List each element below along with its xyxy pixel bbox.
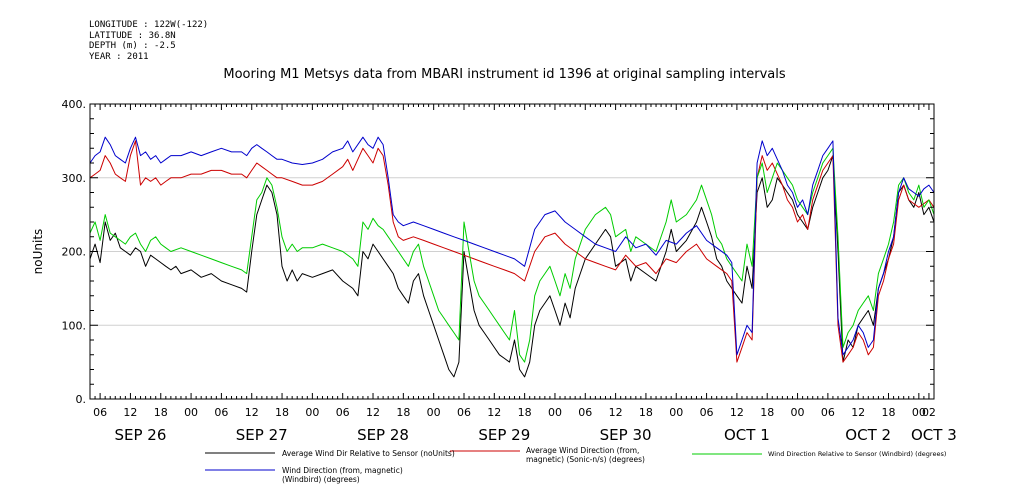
- chart-title: Mooring M1 Metsys data from MBARI instru…: [223, 67, 786, 82]
- y-tick-label: 100.: [62, 319, 87, 332]
- x-tick-label: 00: [912, 406, 926, 419]
- x-tick-label: 06: [457, 406, 471, 419]
- chart-ticks: 06 12 18 00 06 12 18 00 06 12 18 00 06 12 18 00 06 12 18 00…: [31, 98, 957, 444]
- x-tick-label: 06: [821, 406, 835, 419]
- metadata-block: LONGITUDE : 122W(-122) LATITUDE : 36.8N …: [89, 20, 208, 62]
- x-tick-label: 18: [760, 406, 774, 419]
- x-day-label: SEP 27: [236, 426, 288, 444]
- x-tick-label: 00: [305, 406, 319, 419]
- x-tick-label: 18: [396, 406, 410, 419]
- x-tick-label: 18: [882, 406, 896, 419]
- legend-label-series-4: Wind Direction (from, magnetic) (Windbir…: [282, 466, 403, 484]
- y-tick-label: 200.: [62, 246, 87, 259]
- x-tick-label: 02: [922, 406, 936, 419]
- series-line-4: [89, 136, 935, 356]
- legend-label-series-2: Average Wind Direction (from, magnetic) …: [526, 446, 645, 464]
- x-tick-label: 06: [336, 406, 350, 419]
- x-tick-label: 00: [184, 406, 198, 419]
- legend-swatches: [205, 450, 762, 471]
- x-day-label: OCT 2: [845, 426, 891, 444]
- x-tick-label: 18: [639, 406, 653, 419]
- x-tick-label: 12: [123, 406, 137, 419]
- x-tick-label: 06: [93, 406, 107, 419]
- latitude-label: LATITUDE : 36.8N: [89, 30, 176, 41]
- x-tick-label: 18: [518, 406, 532, 419]
- series-line-1: [89, 155, 935, 378]
- x-tick-label: 00: [427, 406, 441, 419]
- depth-label: DEPTH (m) : -2.5: [89, 41, 176, 51]
- x-tick-label: 06: [214, 406, 228, 419]
- x-day-label: SEP 29: [478, 426, 530, 444]
- y-axis-label: noUnits: [31, 229, 45, 275]
- legend-label-series-3: Wind Direction Relative to Sensor (Windb…: [768, 450, 947, 458]
- x-tick-label: 18: [154, 406, 168, 419]
- x-day-label: SEP 30: [600, 426, 652, 444]
- chart-gridlines: [90, 177, 934, 326]
- x-tick-label: 00: [548, 406, 562, 419]
- x-tick-label: 00: [791, 406, 805, 419]
- legend-label-series-1: Average Wind Dir Relative to Sensor (noU…: [282, 449, 455, 458]
- series-line-3: [89, 147, 935, 363]
- x-tick-label: 06: [700, 406, 714, 419]
- longitude-label: LONGITUDE : 122W(-122): [89, 20, 209, 30]
- x-day-label: OCT 3: [911, 426, 957, 444]
- x-tick-label: 12: [609, 406, 623, 419]
- x-tick-label: 12: [851, 406, 865, 419]
- y-tick-label: 400.: [62, 98, 87, 111]
- y-tick-label: 300.: [62, 172, 87, 185]
- x-day-label: SEP 28: [357, 426, 409, 444]
- series-line-2: [89, 140, 935, 363]
- x-tick-label: 12: [487, 406, 501, 419]
- y-tick-label: 0.: [76, 393, 87, 406]
- x-tick-label: 12: [730, 406, 744, 419]
- year-label: YEAR : 2011: [89, 51, 149, 62]
- x-day-label: SEP 26: [114, 426, 166, 444]
- x-tick-label: 12: [366, 406, 380, 419]
- x-tick-label: 18: [275, 406, 289, 419]
- chart-series-lines: [89, 136, 935, 378]
- x-day-label: OCT 1: [724, 426, 770, 444]
- x-tick-label: 12: [245, 406, 259, 419]
- x-tick-label: 00: [669, 406, 683, 419]
- x-tick-label: 06: [578, 406, 592, 419]
